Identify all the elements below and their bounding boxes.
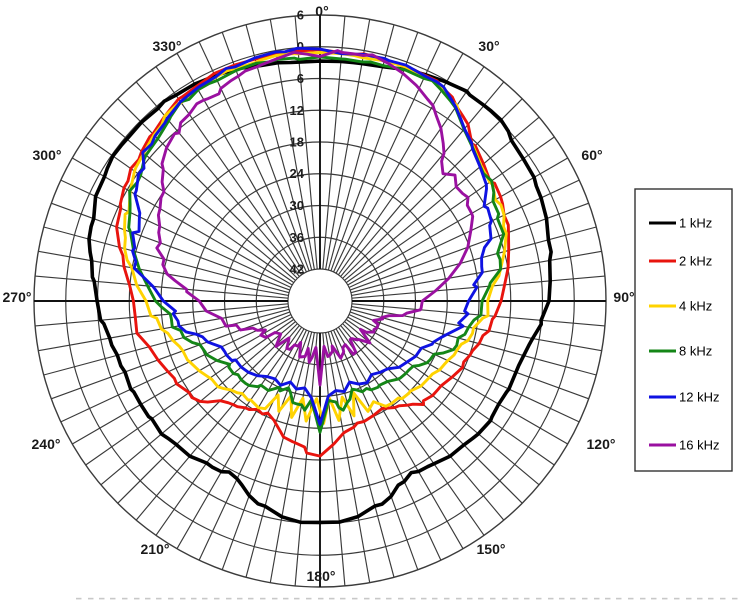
svg-text:210°: 210° <box>141 541 170 557</box>
svg-text:300°: 300° <box>33 147 62 163</box>
svg-text:24: 24 <box>290 166 305 181</box>
svg-text:150°: 150° <box>477 541 506 557</box>
svg-text:12 kHz: 12 kHz <box>679 390 719 405</box>
svg-text:90°: 90° <box>613 289 634 305</box>
svg-text:330°: 330° <box>153 38 182 54</box>
svg-text:30: 30 <box>290 198 304 213</box>
svg-text:120°: 120° <box>587 436 616 452</box>
svg-text:270°: 270° <box>3 289 32 305</box>
svg-text:1 kHz: 1 kHz <box>679 216 712 231</box>
svg-text:60°: 60° <box>581 147 602 163</box>
svg-text:4 kHz: 4 kHz <box>679 299 712 314</box>
svg-text:8 kHz: 8 kHz <box>679 344 712 359</box>
svg-text:180°: 180° <box>307 568 336 584</box>
svg-text:0°: 0° <box>315 3 328 19</box>
svg-text:6: 6 <box>297 71 304 86</box>
svg-text:6: 6 <box>297 8 304 23</box>
svg-text:12: 12 <box>290 103 304 118</box>
svg-text:0: 0 <box>297 39 304 54</box>
svg-text:240°: 240° <box>32 436 61 452</box>
svg-text:18: 18 <box>290 135 304 150</box>
svg-text:42: 42 <box>290 262 304 277</box>
svg-text:16 kHz: 16 kHz <box>679 438 719 453</box>
svg-text:36: 36 <box>290 230 304 245</box>
svg-text:30°: 30° <box>478 38 499 54</box>
svg-text:2 kHz: 2 kHz <box>679 254 712 269</box>
